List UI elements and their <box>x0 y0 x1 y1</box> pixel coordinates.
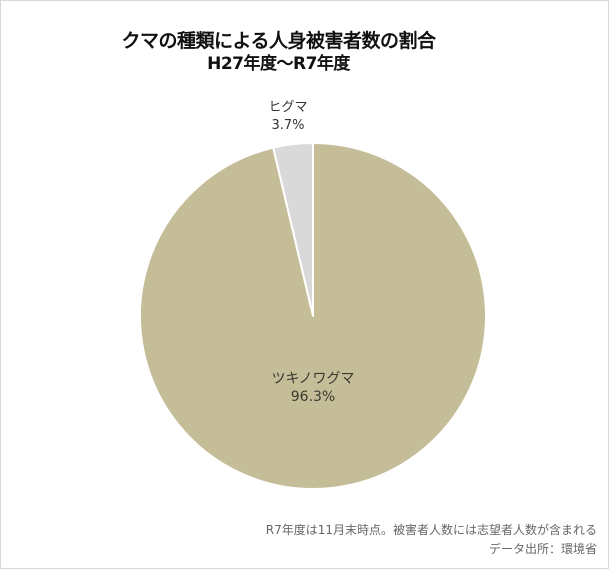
chart-subtitle: H27年度～R7年度 <box>207 54 350 74</box>
slice-label-tsukinowaguma: ツキノワグマ 96.3% <box>253 370 373 406</box>
chart-title: クマの種類による人身被害者数の割合 <box>121 30 436 52</box>
slice-percent-tsukinowaguma: 96.3% <box>290 389 336 405</box>
slice-percent-higuma: 3.7% <box>271 118 305 133</box>
slice-name-higuma: ヒグマ <box>268 100 308 115</box>
footnote-source: データ出所：環境省 <box>488 542 597 556</box>
footnote-note: R7年度は11月末時点。被害者人数には志望者人数が含まれる <box>265 523 597 537</box>
slice-name-tsukinowaguma: ツキノワグマ <box>271 371 355 387</box>
slice-label-higuma: ヒグマ 3.7% <box>248 99 328 135</box>
pie-slice-tsukinowaguma <box>139 142 487 490</box>
